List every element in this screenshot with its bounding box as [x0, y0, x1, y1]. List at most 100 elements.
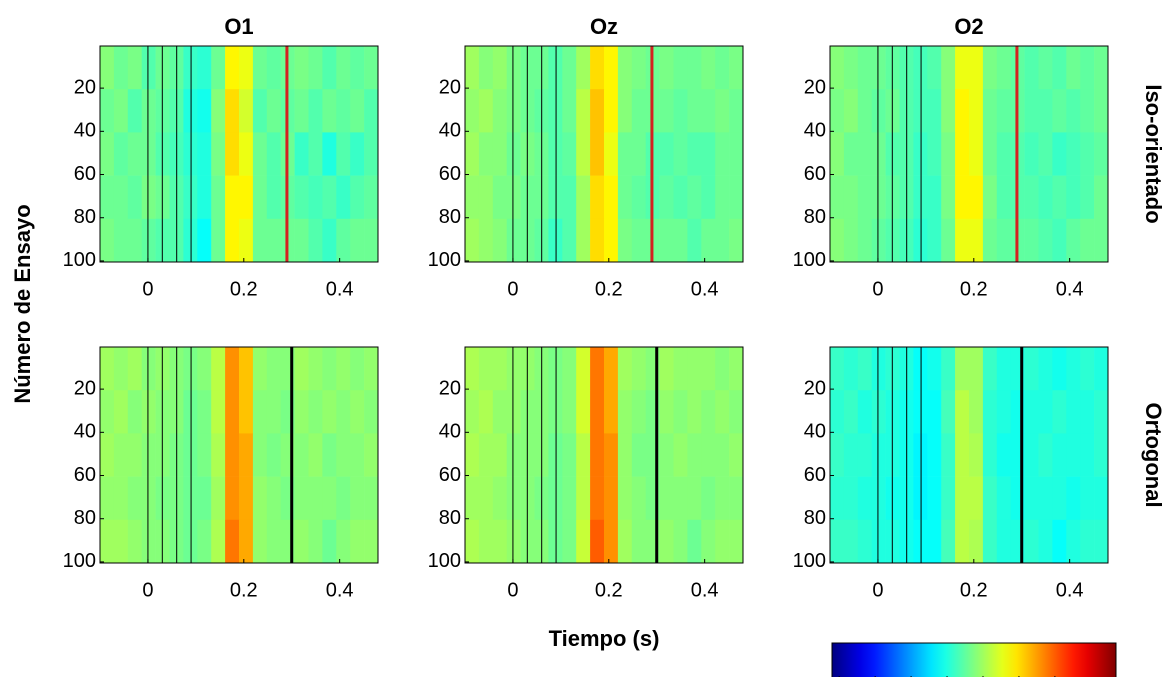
heatmap-cell: [729, 390, 744, 434]
heatmap-cell: [492, 89, 507, 133]
heatmap-cell: [631, 476, 646, 521]
heatmap-cell: [225, 433, 240, 477]
heatmap-cell: [197, 433, 212, 477]
heatmap-cell: [197, 347, 212, 391]
heatmap-cell: [982, 132, 998, 176]
heatmap-cell: [576, 519, 591, 564]
heatmap-cell: [183, 218, 198, 263]
heatmap-cell: [715, 519, 730, 564]
heatmap-cell: [197, 175, 212, 220]
heatmap-cell: [913, 476, 928, 521]
heatmap-cell: [266, 519, 281, 564]
heatmap-cell: [927, 347, 942, 391]
y-tick-label: 20: [74, 377, 96, 399]
heatmap-cell: [955, 476, 970, 521]
heatmap-cell: [322, 175, 337, 220]
heatmap-cell: [211, 46, 226, 90]
heatmap-cell: [506, 175, 521, 220]
heatmap-cell: [294, 89, 309, 133]
heatmap-cell: [294, 175, 309, 220]
heatmap-cell: [1080, 347, 1095, 391]
heatmap-cell: [506, 476, 521, 521]
heatmap-cell: [225, 89, 240, 133]
heatmap-cell: [211, 175, 226, 220]
heatmap-cell: [548, 433, 563, 477]
axes-frame: [99, 346, 379, 564]
heatmap-cell: [617, 46, 633, 90]
heatmap-cell: [969, 46, 984, 90]
heatmap-cell: [322, 519, 337, 564]
heatmap-cell: [590, 347, 605, 391]
heatmap-cell: [617, 132, 633, 176]
heatmap-cell: [506, 132, 521, 176]
heatmap-cell: [590, 476, 605, 521]
heatmap-cell: [239, 218, 254, 263]
heatmap-cell: [266, 175, 281, 220]
heatmap-cell: [294, 218, 309, 263]
heatmap-cell: [701, 132, 716, 176]
heatmap-cell: [183, 476, 198, 521]
heatmap-cell: [913, 132, 928, 176]
heatmap-cell: [127, 218, 142, 263]
heatmap-cell: [364, 347, 379, 391]
heatmap-cell: [127, 347, 142, 391]
heatmap-cell: [673, 218, 688, 263]
heatmap-cell: [982, 89, 998, 133]
heatmap-cell: [955, 347, 970, 391]
heatmap-cell: [562, 476, 577, 521]
heatmap-cell: [1038, 89, 1053, 133]
heatmap-cell: [465, 433, 480, 477]
heatmap-cell: [996, 132, 1011, 176]
heatmap-cell: [631, 46, 646, 90]
heatmap-cell: [100, 89, 115, 133]
heatmap-cell: [996, 89, 1011, 133]
heatmap-cell: [322, 132, 337, 176]
heatmap-cell: [617, 218, 633, 263]
heatmap-cell: [1094, 218, 1109, 263]
heatmap-cell: [1094, 175, 1109, 220]
heatmap-cell: [659, 132, 674, 176]
heatmap-cell: [830, 175, 845, 220]
heatmap-cell: [127, 89, 142, 133]
heatmap-cell: [982, 433, 998, 477]
heatmap-cell: [239, 347, 254, 391]
heatmap-cell: [1038, 347, 1053, 391]
y-tick-label: 40: [74, 421, 96, 443]
axes-frame: [464, 346, 744, 564]
heatmap-cell: [113, 46, 129, 90]
heatmap-cell: [715, 476, 730, 521]
heatmap-cell: [590, 175, 605, 220]
heatmap-cell: [141, 476, 156, 521]
heatmap-cell: [955, 46, 970, 90]
heatmap-cell: [576, 218, 591, 263]
heatmap-cell: [308, 132, 323, 176]
heatmap-cell: [715, 433, 730, 477]
heatmap-cell: [239, 132, 254, 176]
heatmap-cell: [857, 433, 872, 477]
y-tick-label: 60: [74, 464, 96, 486]
heatmap-cell: [336, 46, 351, 90]
heatmap-cell: [266, 89, 281, 133]
heatmap-cell: [871, 89, 886, 133]
heatmap-cell: [113, 132, 129, 176]
heatmap-cell: [617, 175, 633, 220]
heatmap-cell: [465, 390, 480, 434]
heatmap-cell: [715, 46, 730, 90]
heatmap-cell: [252, 347, 268, 391]
heatmap-cell: [562, 132, 577, 176]
x-tick-label: 0.4: [326, 278, 354, 300]
heatmap-cell: [266, 347, 281, 391]
heatmap-cell: [322, 218, 337, 263]
heatmap-cell: [631, 390, 646, 434]
heatmap-cell: [701, 46, 716, 90]
heatmap-cell: [631, 132, 646, 176]
y-tick-label: 40: [439, 421, 461, 443]
heatmap-cell: [830, 218, 845, 263]
heatmap-cell: [1066, 46, 1081, 90]
heatmap-cell: [1094, 347, 1109, 391]
heatmap-cell: [969, 132, 984, 176]
heatmap-cell: [687, 433, 702, 477]
heatmap-cell: [364, 433, 379, 477]
heatmap-cell: [590, 218, 605, 263]
row-label: Ortogonal: [1141, 402, 1166, 507]
